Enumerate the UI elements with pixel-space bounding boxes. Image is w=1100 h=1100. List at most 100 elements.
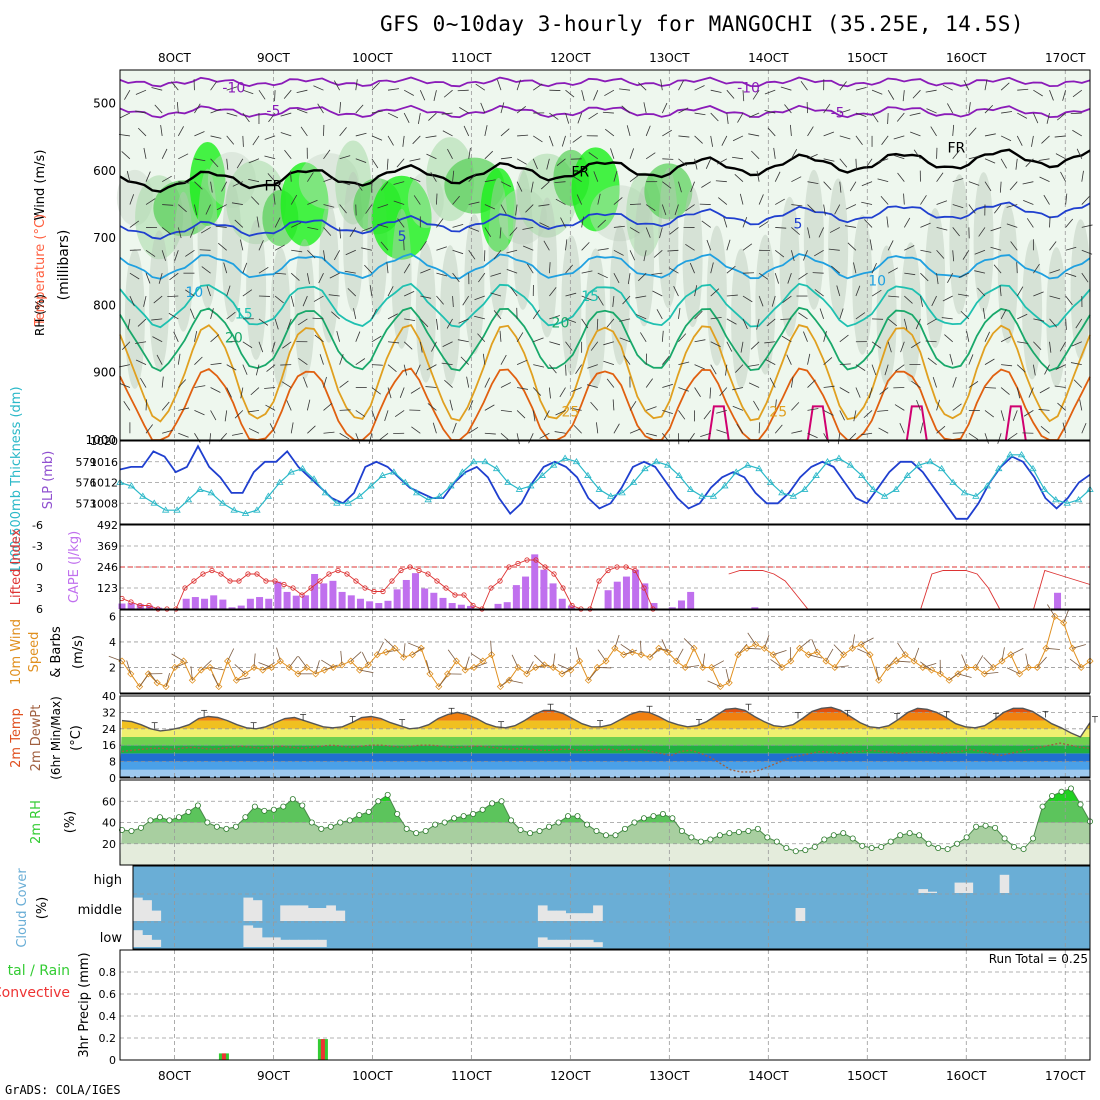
thickness-point [937,464,946,472]
wind-barb [702,653,706,668]
wind-barb [290,422,294,434]
wind-barb [627,273,631,285]
wind-barb [613,249,624,256]
wind-barb [707,680,721,687]
thickness-point [686,485,695,492]
rh-point [973,823,980,830]
wind-barb [258,240,264,251]
wind-speed-point [347,657,355,665]
wind-barb [274,295,284,304]
thickness-point [1052,496,1060,503]
wind-barb [732,387,744,391]
wind-barb [952,124,955,136]
temperature-contour [119,282,1091,329]
wind-barb [886,216,889,228]
thickness-point [926,457,934,465]
wind-barb [267,173,276,182]
wind-speed-point [690,644,698,652]
wind-barb [839,81,847,91]
wind-barb [887,113,889,125]
wind-barb [974,249,986,255]
wind-barb [154,104,163,114]
thickness-point [447,482,455,489]
temp-band [120,720,1090,729]
temperature-contour [119,148,1091,193]
wind-barb [226,364,237,371]
wind-barb [347,288,357,297]
wind-barb [323,227,332,236]
rh-point [602,832,609,839]
wind-barb [887,341,892,353]
thickness-point [766,478,775,485]
wind-barb [516,433,520,445]
wind-barb [661,355,670,365]
temperature-contour [119,201,1091,240]
rh-point [821,836,828,843]
wind-barb [871,289,882,297]
wind-barb [349,227,357,237]
wind-barb [674,204,679,216]
wind-barb [425,386,437,388]
wind-barb [353,308,357,319]
wind-barb [403,341,413,350]
lifted-point [344,571,350,577]
x-tick-label: 16OCT [946,51,987,65]
wind-barb [823,410,834,416]
contour-label: -10 [222,80,245,96]
wind-barb [812,272,824,274]
wind-barb [662,129,672,137]
wind-barb [516,79,521,91]
wind-barb [468,147,471,159]
wind-barb [336,331,341,342]
wind-barb [887,240,894,251]
wind-barb [412,135,421,145]
wind-barb [510,286,518,297]
wind-barb [185,289,195,297]
rh-point [726,830,733,837]
wind-barb [678,387,689,392]
contour-label: 10 [868,274,886,290]
wind-barb [177,353,181,365]
wind-barb [1036,656,1047,668]
wind-barb [194,330,198,342]
wind-barb [640,332,647,342]
cape-bar [549,583,557,609]
wind-barb [525,204,534,213]
page-title: GFS 0~10day 3-hourly for MANGOCHI (35.25… [380,12,1025,36]
wind-barb [1000,309,1007,320]
wind-barb [588,152,599,160]
wind-barb [791,227,800,235]
thickness-point [218,499,227,506]
wind-barb [931,295,937,307]
wind-barb [960,310,970,320]
wind-barb [678,107,689,114]
wind-barb [1023,410,1034,417]
thickness-point [196,485,204,492]
x-axis-top: 8OCT 9OCT 10OCT 11OCT 12OCT 13OCT 14OCT 15OCT 16… [158,51,1086,65]
wind-barb [1070,112,1082,115]
wind-barb [474,315,485,320]
wind-barb [526,263,534,274]
wind-barb [1025,653,1029,668]
wind-barb [1049,295,1061,300]
wind-barb [577,112,583,124]
rh-point [916,832,923,839]
wind-barb [355,181,363,191]
wind-barb [936,227,948,231]
wind-barb [1015,158,1018,170]
wind-barb [739,193,744,205]
wind-barb [482,353,486,365]
wind-barb [658,647,673,652]
panel-frame [119,440,1091,525]
wind-barb [323,431,335,434]
rh-point [792,848,799,855]
wind-barb [790,250,795,262]
wind-barb [500,677,512,687]
wind-barb [500,432,510,441]
axis-label-rh: RH (%) [33,294,47,336]
thickness-point [253,506,261,513]
cape-bar [641,583,649,609]
wind-speed-point [734,651,742,659]
